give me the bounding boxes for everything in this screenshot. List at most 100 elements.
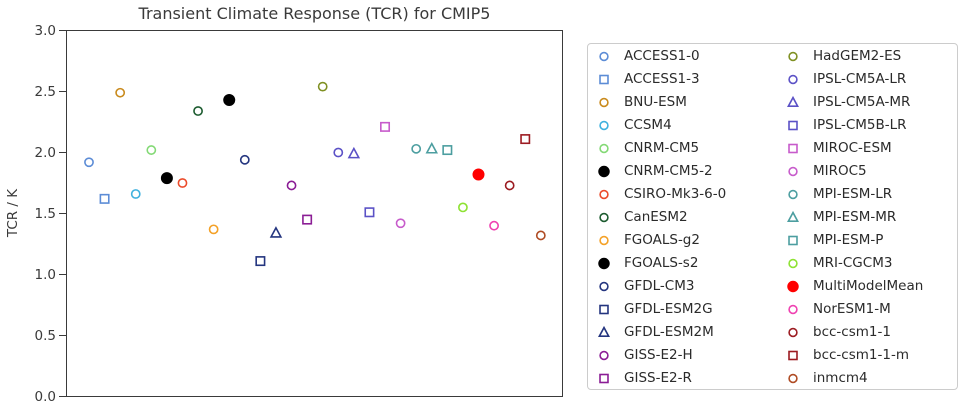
legend-item: CanESM2 xyxy=(588,205,777,228)
legend-item: GISS-E2-H xyxy=(588,343,777,366)
legend-marker-circle-icon xyxy=(599,189,609,199)
chart-title: Transient Climate Response (TCR) for CMI… xyxy=(138,4,491,23)
legend-item: bcc-csm1-1-m xyxy=(777,343,957,366)
legend-marker-circle-icon xyxy=(787,280,799,292)
y-tick-mark xyxy=(59,395,66,398)
plot-area xyxy=(66,30,563,397)
legend-label: FGOALS-g2 xyxy=(624,231,700,248)
legend-item: FGOALS-g2 xyxy=(588,228,777,251)
y-tick-mark xyxy=(59,273,66,276)
legend-item: CCSM4 xyxy=(588,113,777,136)
legend-item: NorESM1-M xyxy=(777,297,957,320)
y-tick-label: 1.0 xyxy=(34,266,56,283)
legend-marker-triangle-icon xyxy=(598,325,610,337)
legend-label: MultiModelMean xyxy=(813,277,924,294)
legend-marker-circle-icon xyxy=(599,97,609,107)
legend-marker-triangle-icon xyxy=(787,210,799,222)
y-tick-label: 2.0 xyxy=(34,144,56,161)
legend-label: GISS-E2-R xyxy=(624,369,692,386)
legend-label: GFDL-CM3 xyxy=(624,277,695,294)
legend-item: MPI-ESM-LR xyxy=(777,182,957,205)
legend-marker-circle-icon xyxy=(788,327,798,337)
legend-marker-circle-icon xyxy=(788,373,798,383)
legend-item: CNRM-CM5-2 xyxy=(588,159,777,182)
legend-marker-square-icon xyxy=(788,235,798,245)
legend-label: MPI-ESM-MR xyxy=(813,208,897,225)
legend-marker-circle-icon xyxy=(599,235,609,245)
legend-item: IPSL-CM5A-LR xyxy=(777,67,957,90)
y-tick-label: 0.0 xyxy=(34,388,56,405)
legend-label: bcc-csm1-1 xyxy=(813,323,891,340)
legend-label: IPSL-CM5A-MR xyxy=(813,93,911,110)
legend-label: IPSL-CM5B-LR xyxy=(813,116,907,133)
legend-label: MPI-ESM-LR xyxy=(813,185,893,202)
legend-label: MIROC-ESM xyxy=(813,139,892,156)
y-tick-mark xyxy=(59,212,66,215)
legend-item: MIROC5 xyxy=(777,159,957,182)
legend-item: GFDL-ESM2M xyxy=(588,320,777,343)
legend-marker-circle-icon xyxy=(788,166,798,176)
y-tick-label: 3.0 xyxy=(34,22,56,39)
legend-marker-circle-icon xyxy=(599,281,609,291)
legend-item: GFDL-ESM2G xyxy=(588,297,777,320)
legend-marker-circle-icon xyxy=(788,51,798,61)
legend-label: HadGEM2-ES xyxy=(813,47,902,64)
legend-marker-square-icon xyxy=(599,74,609,84)
legend-marker-circle-icon xyxy=(788,74,798,84)
legend-label: GFDL-ESM2G xyxy=(624,300,713,317)
legend: ACCESS1-0 ACCESS1-3 BNU-ESM CCSM4 CNRM-CM5 CN… xyxy=(587,43,958,390)
legend-label: NorESM1-M xyxy=(813,300,891,317)
legend-marker-square-icon xyxy=(788,143,798,153)
legend-item: IPSL-CM5B-LR xyxy=(777,113,957,136)
legend-item: MRI-CGCM3 xyxy=(777,251,957,274)
legend-item: CNRM-CM5 xyxy=(588,136,777,159)
legend-label: IPSL-CM5A-LR xyxy=(813,70,907,87)
legend-item: GISS-E2-R xyxy=(588,366,777,389)
legend-label: CNRM-CM5 xyxy=(624,139,700,156)
legend-item: CSIRO-Mk3-6-0 xyxy=(588,182,777,205)
legend-marker-circle-icon xyxy=(599,350,609,360)
legend-marker-circle-icon xyxy=(599,120,609,130)
legend-label: FGOALS-s2 xyxy=(624,254,699,271)
legend-marker-circle-icon xyxy=(599,51,609,61)
legend-marker-square-icon xyxy=(788,350,798,360)
legend-label: ACCESS1-0 xyxy=(624,47,700,64)
legend-label: GFDL-ESM2M xyxy=(624,323,714,340)
y-tick-mark xyxy=(59,334,66,337)
legend-item: bcc-csm1-1 xyxy=(777,320,957,343)
legend-marker-triangle-icon xyxy=(787,95,799,107)
y-tick-mark xyxy=(59,151,66,154)
legend-marker-square-icon xyxy=(788,120,798,130)
legend-item: ACCESS1-0 xyxy=(588,44,777,67)
legend-item: GFDL-CM3 xyxy=(588,274,777,297)
legend-marker-circle-icon xyxy=(598,257,610,269)
legend-item: IPSL-CM5A-MR xyxy=(777,90,957,113)
legend-label: CNRM-CM5-2 xyxy=(624,162,713,179)
legend-item: ACCESS1-3 xyxy=(588,67,777,90)
legend-item: FGOALS-s2 xyxy=(588,251,777,274)
legend-item: MIROC-ESM xyxy=(777,136,957,159)
legend-label: inmcm4 xyxy=(813,369,868,386)
y-tick-mark xyxy=(59,90,66,93)
legend-marker-circle-icon xyxy=(598,165,610,177)
legend-label: CSIRO-Mk3-6-0 xyxy=(624,185,727,202)
legend-marker-circle-icon xyxy=(788,258,798,268)
legend-label: MPI-ESM-P xyxy=(813,231,884,248)
legend-label: BNU-ESM xyxy=(624,93,687,110)
y-tick-mark xyxy=(59,29,66,32)
y-tick-label: 2.5 xyxy=(34,83,56,100)
legend-label: MRI-CGCM3 xyxy=(813,254,893,271)
legend-marker-circle-icon xyxy=(788,304,798,314)
legend-marker-square-icon xyxy=(599,304,609,314)
legend-label: CanESM2 xyxy=(624,208,688,225)
legend-item: MPI-ESM-MR xyxy=(777,205,957,228)
y-axis-label: TCR / K xyxy=(5,188,21,238)
y-tick-label: 1.5 xyxy=(34,205,56,222)
legend-item: MultiModelMean xyxy=(777,274,957,297)
legend-item: BNU-ESM xyxy=(588,90,777,113)
legend-marker-circle-icon xyxy=(599,143,609,153)
legend-marker-circle-icon xyxy=(788,189,798,199)
legend-label: MIROC5 xyxy=(813,162,867,179)
legend-label: CCSM4 xyxy=(624,116,672,133)
